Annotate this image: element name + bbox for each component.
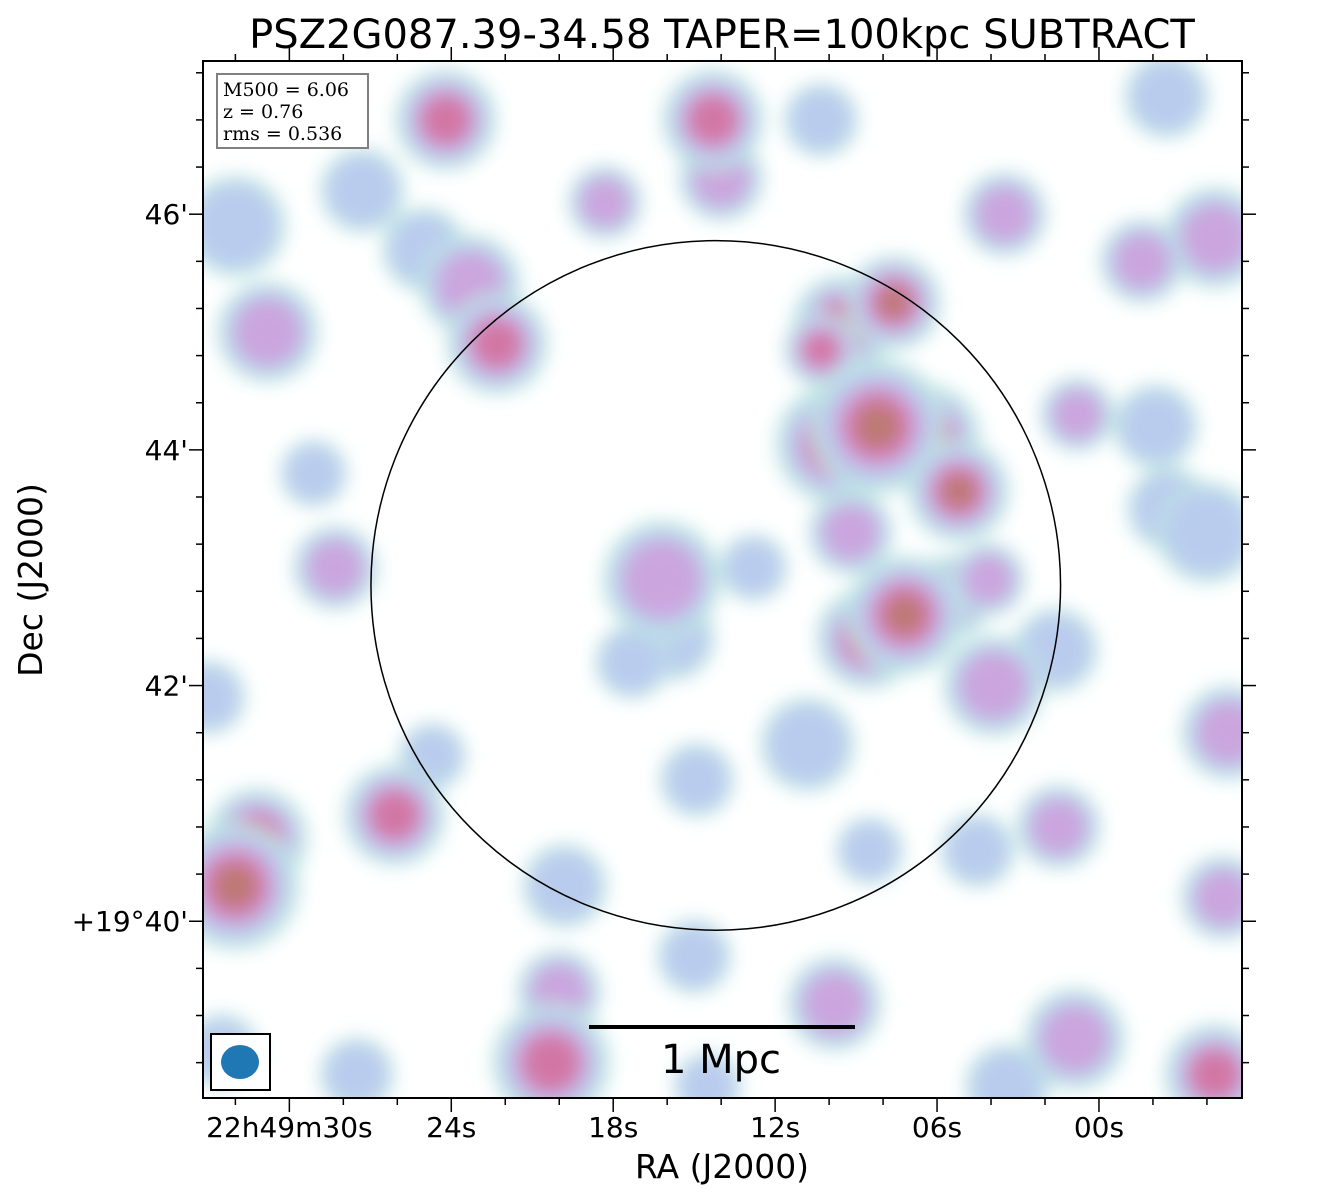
x-tick-label: 06s: [912, 1111, 962, 1144]
axis-tick-labels: 22h49m30s 24s 18s 12s 06s 00s +19°40' 42' 44' 46': [72, 198, 1125, 1144]
emission-blob: [325, 1043, 388, 1098]
beam-ellipse: [221, 1045, 259, 1079]
emission-blob: [580, 177, 630, 228]
emission-blob: [522, 1033, 581, 1092]
emission-blob: [369, 790, 420, 840]
emission-blob: [971, 1050, 1043, 1098]
emission-blob: [963, 554, 1013, 605]
emission-blob: [665, 748, 728, 811]
emission-blob: [976, 186, 1033, 243]
cluster-radius-circle: [370, 239, 1062, 931]
emission-blob: [789, 88, 853, 152]
emission-blob: [326, 155, 398, 226]
x-tick-label: 18s: [588, 1111, 638, 1144]
emission-blob: [1114, 233, 1171, 290]
emission-blob: [1164, 489, 1242, 575]
emission-blob: [663, 925, 726, 988]
emission-blob: [1190, 1049, 1240, 1098]
y-tick-label: 46': [145, 198, 188, 231]
emission-blob: [600, 630, 664, 694]
x-axis-label: RA (J2000): [635, 1147, 809, 1186]
emission-blob: [942, 475, 975, 508]
emission-blob: [215, 865, 256, 907]
emission-blob: [285, 445, 342, 502]
emission-blob: [1052, 389, 1103, 440]
emission-blob: [529, 850, 600, 922]
emission-blob: [1195, 869, 1242, 926]
emission-blob: [203, 666, 240, 729]
emission-blob: [946, 819, 1009, 882]
beam-box: [210, 1033, 271, 1091]
info-mass: M500 = 6.06: [223, 79, 349, 101]
emission-blob: [234, 298, 302, 366]
x-tick-label: 24s: [426, 1111, 476, 1144]
emission-blob: [725, 539, 782, 596]
chart-title: PSZ2G087.39-34.58 TAPER=100kpc SUBTRACT: [249, 12, 1195, 58]
y-tick-label: +19°40': [72, 905, 188, 938]
y-tick-label: 42': [145, 670, 188, 703]
emission-blob: [307, 539, 364, 596]
emission-blob: [622, 540, 701, 619]
emission-blob: [960, 651, 1028, 720]
emission-blob: [1131, 61, 1202, 132]
emission-map: [203, 61, 1242, 1098]
emission-blob: [1120, 390, 1191, 462]
x-tick-label: 12s: [750, 1111, 800, 1144]
emission-blob: [1041, 1005, 1109, 1073]
emission-blob: [1181, 204, 1242, 272]
emission-blob: [203, 183, 278, 269]
y-tick-label: 44': [145, 434, 188, 467]
info-rms: rms = 0.536: [223, 123, 342, 145]
emission-blob: [822, 504, 879, 561]
emission-blob: [802, 331, 840, 368]
axis-ticks: [189, 47, 1256, 1112]
emission-blob: [879, 287, 909, 318]
info-box: M500 = 6.06 z = 0.76 rms = 0.536: [216, 73, 369, 149]
emission-blob: [856, 405, 899, 448]
emission-blob: [803, 972, 866, 1036]
emission-blob: [767, 704, 848, 785]
emission-blob: [886, 596, 924, 634]
emission-blob: [688, 95, 738, 145]
emission-blob: [421, 95, 471, 145]
emission-blob: [472, 319, 522, 369]
emission-blob: [841, 822, 898, 879]
x-tick-label: 22h49m30s: [206, 1111, 373, 1144]
scale-bar-label: 1 Mpc: [661, 1037, 781, 1083]
y-axis-label: Dec (J2000): [11, 483, 50, 677]
plot-frame: [202, 60, 1243, 1099]
x-tick-label: 00s: [1074, 1111, 1124, 1144]
info-redshift: z = 0.76: [223, 101, 303, 123]
emission-blob: [679, 1057, 736, 1098]
emission-blob: [1197, 701, 1242, 765]
scale-bar: 1 Mpc: [589, 1025, 855, 1083]
emission-blob: [1030, 798, 1087, 855]
